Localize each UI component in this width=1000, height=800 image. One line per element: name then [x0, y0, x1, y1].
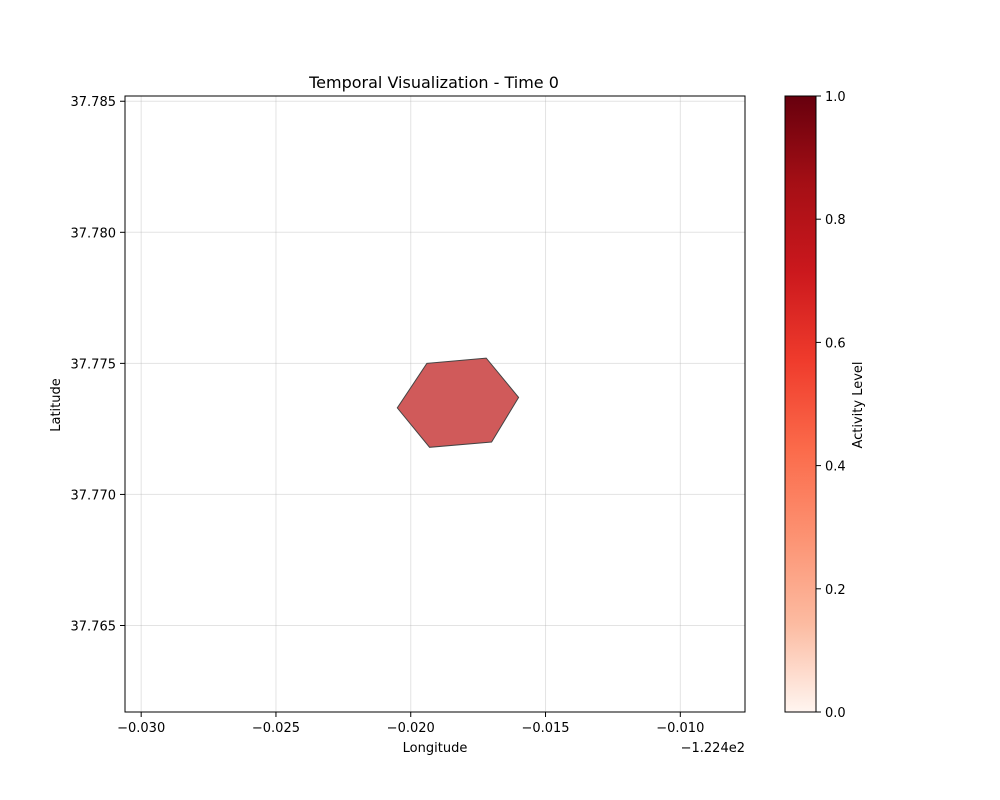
colorbar-tick-label: 0.8 [825, 213, 846, 228]
y-tick-label: 37.770 [71, 488, 117, 503]
x-tick-label: −0.025 [252, 721, 300, 736]
x-tick-label: −0.030 [117, 721, 165, 736]
x-tick-label: −0.010 [656, 721, 704, 736]
colorbar-tick-label: 0.6 [825, 336, 846, 351]
colorbar [784, 95, 817, 713]
y-tick-label: 37.780 [71, 226, 117, 241]
y-tick-label: 37.775 [71, 357, 117, 372]
colorbar-tick-label: 1.0 [825, 90, 846, 105]
x-tick-label: −0.015 [521, 721, 569, 736]
colorbar-ticks: 0.0 0.2 0.4 0.6 0.8 1.0 [816, 90, 846, 721]
y-tick-label: 37.765 [71, 619, 117, 634]
colorbar-tick-label: 0.2 [825, 583, 846, 598]
plot-frame [124, 95, 746, 713]
x-tick-label: −0.020 [387, 721, 435, 736]
data-layer [396, 357, 520, 448]
y-axis: 37.765 37.770 37.775 37.780 37.785 [71, 95, 125, 634]
y-axis-label: Latitude [49, 378, 64, 432]
y-tick-label: 37.785 [71, 95, 117, 110]
colorbar-tick-label: 0.0 [825, 706, 846, 721]
colorbar-tick-label: 0.4 [825, 460, 846, 475]
x-axis-label: Longitude [403, 741, 468, 756]
x-offset-label: −1.224e2 [681, 741, 745, 756]
x-axis: −0.030 −0.025 −0.020 −0.015 −0.010 [117, 712, 704, 736]
grid-lines [125, 96, 745, 712]
hexagon-cell [396, 357, 520, 448]
colorbar-label: Activity Level [851, 361, 866, 448]
chart-title: Temporal Visualization - Time 0 [308, 73, 559, 92]
